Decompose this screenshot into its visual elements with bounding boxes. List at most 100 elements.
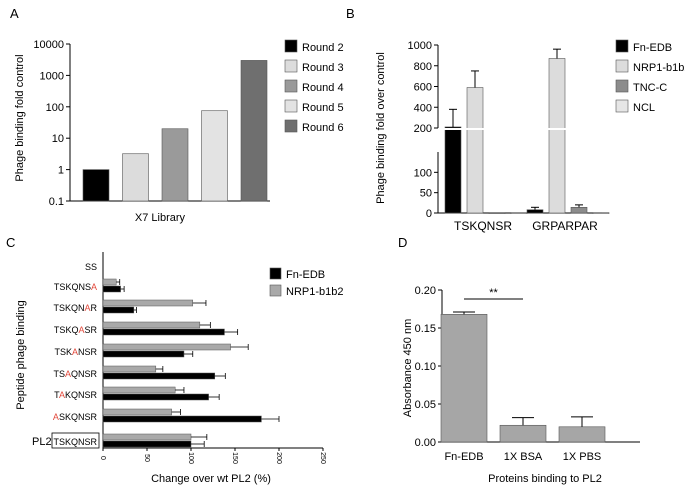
panel-c-label-char: S	[59, 282, 65, 292]
panel-a-ytick-label: 10	[52, 133, 64, 145]
panel-a-legend-swatch	[284, 79, 298, 93]
panel-c-label-char: N	[78, 412, 85, 422]
panel-a-legend-label: Round 2	[302, 42, 344, 54]
panel-c-label-char: S	[84, 347, 90, 357]
panel-c-label-char: A	[78, 325, 84, 335]
panel-c-label-char: T	[54, 282, 60, 292]
panel-c-label-char: N	[78, 369, 85, 379]
panel-c-axes: 0 50 100 150 200 250SSTSKQNSATSKQNARTSKQASRTS…	[32, 252, 326, 464]
panel-c-label-char: K	[65, 412, 71, 422]
panel-c-ylabel: Peptide phage binding	[15, 300, 27, 409]
panel-b-legend-label: NCL	[633, 102, 655, 114]
panel-c-bar	[102, 321, 201, 329]
panel-a-ytick-label: 1000	[40, 70, 64, 82]
panel-c-label-char: K	[65, 282, 71, 292]
panel-c-label-char: T	[53, 303, 59, 313]
panel-c-label-char: T	[53, 369, 59, 379]
panel-c-xtick-label: 50	[143, 454, 150, 462]
panel-c-label-char: A	[65, 369, 71, 379]
panel-c-ytick-label: SS	[85, 262, 97, 272]
panel-a-xlabel: X7 Library	[135, 212, 186, 224]
panel-c-label-char: N	[78, 303, 85, 313]
panel-c-label-char: S	[84, 369, 90, 379]
panel-b-legend-label: TNC-C	[633, 82, 667, 94]
panel-c-label-char: Q	[71, 390, 78, 400]
panel-a-legend-swatch	[284, 59, 298, 73]
panel-c-label-char: A	[91, 282, 97, 292]
panel-b-ytick-label: 200	[414, 123, 432, 135]
panel-b-legend-swatch	[615, 59, 629, 73]
panel-d-ylabel: Absorbance 450 nm	[402, 319, 414, 417]
panel-c: C Peptide phage binding Change over wt P…	[6, 235, 343, 485]
panel-c-label-char: S	[84, 390, 90, 400]
panel-c-bar	[102, 299, 194, 307]
panel-letter-d: D	[398, 235, 407, 250]
panel-c-label-char: K	[65, 303, 71, 313]
panel-c-xtick-label: 200	[275, 452, 282, 464]
panel-c-label-char: R	[91, 303, 98, 313]
panel-letter-b: B	[346, 6, 355, 21]
panel-a-ytick-label: 0.1	[49, 196, 64, 208]
panel-a-legend-swatch	[284, 119, 298, 133]
panel-c-label-char: S	[60, 347, 66, 357]
panel-c-bar	[102, 372, 216, 380]
panel-c-label-char: K	[65, 390, 71, 400]
panel-c-legend-label: NRP1-b1b2	[286, 286, 343, 298]
panel-d-ytick-label: 0.10	[415, 361, 436, 373]
panel-b-legend-swatch	[615, 99, 629, 113]
panel-c-label-char: S	[59, 412, 65, 422]
panel-c-bar	[102, 306, 135, 314]
panel-a-legend: Round 2 Round 3 Round 4 Round 5 Round 6	[284, 39, 344, 134]
panel-c-bar	[102, 343, 231, 351]
panel-a-legend-swatch	[284, 99, 298, 113]
panel-d: D Absorbance 450 nm Proteins binding to …	[398, 235, 640, 485]
panel-b-break-mark	[466, 128, 484, 130]
panel-d-ytick-label: 0.05	[415, 399, 436, 411]
panel-c-label-char: A	[59, 390, 65, 400]
panel-c-label-char: R	[91, 325, 98, 335]
panel-b-bar	[592, 212, 610, 214]
panel-c-label-char: S	[59, 325, 65, 335]
panel-b-bar	[510, 212, 528, 214]
panel-b-ytick-label: 400	[414, 102, 432, 114]
panel-c-label-char: K	[66, 347, 72, 357]
panel-c-bar	[102, 285, 121, 293]
panel-c-xtick-label: 0	[99, 456, 106, 460]
panel-c-ytick-label: ASKQNSR	[53, 412, 98, 422]
panel-b-break-mark	[548, 128, 566, 130]
panel-c-bar	[102, 408, 172, 416]
panel-c-label-char: A	[72, 347, 78, 357]
panel-c-legend-swatch	[269, 284, 282, 297]
panel-a-ytick-label: 100	[46, 102, 64, 114]
panel-c-legend: Fn-EDB NRP1-b1b2	[269, 267, 343, 298]
panel-c-label-char: Q	[71, 303, 78, 313]
panel-d-xtick-label: Fn-EDB	[444, 451, 483, 463]
panel-c-ytick-label: TAKQNSR	[54, 390, 97, 400]
panel-d-significance-label: **	[489, 287, 498, 299]
panel-a-ylabel: Phage binding fold control	[14, 54, 26, 181]
panel-c-bar	[102, 386, 176, 394]
panel-b-ytick-label: 600	[414, 82, 432, 94]
panel-c-label-char: Q	[71, 412, 78, 422]
panel-c-label-char: T	[54, 390, 60, 400]
panel-b-bar	[526, 209, 544, 214]
panel-c-ytick-label: TSKQNSR	[53, 437, 97, 447]
panel-b-ytick-label: 50	[420, 188, 432, 200]
panel-a-bar	[122, 153, 149, 202]
panel-a-legend-label: Round 4	[302, 82, 344, 94]
panel-c-ytick-label: TSAQNSR	[53, 369, 97, 379]
panel-b-xtick-label: TSKQNSR	[454, 219, 512, 233]
panel-a-bar	[201, 110, 228, 202]
panel-a-legend-label: Round 3	[302, 62, 344, 74]
panel-b-legend-swatch	[615, 39, 629, 53]
panel-b-ylabel: Phage binding fold over control	[375, 52, 387, 204]
panel-b-legend-label: Fn-EDB	[633, 42, 672, 54]
panel-a-ytick-label: 1	[58, 165, 64, 177]
panel-c-bars	[102, 278, 280, 448]
panel-c-wt-box	[51, 432, 100, 449]
panel-b: B Phage binding fold over control 0 50 100…	[346, 6, 685, 233]
panel-b-bar	[466, 87, 484, 214]
panel-b-legend-swatch	[615, 79, 629, 93]
panel-d-ytick-label: 0.00	[415, 437, 436, 449]
panel-a-ytick-label: 10000	[33, 39, 64, 51]
